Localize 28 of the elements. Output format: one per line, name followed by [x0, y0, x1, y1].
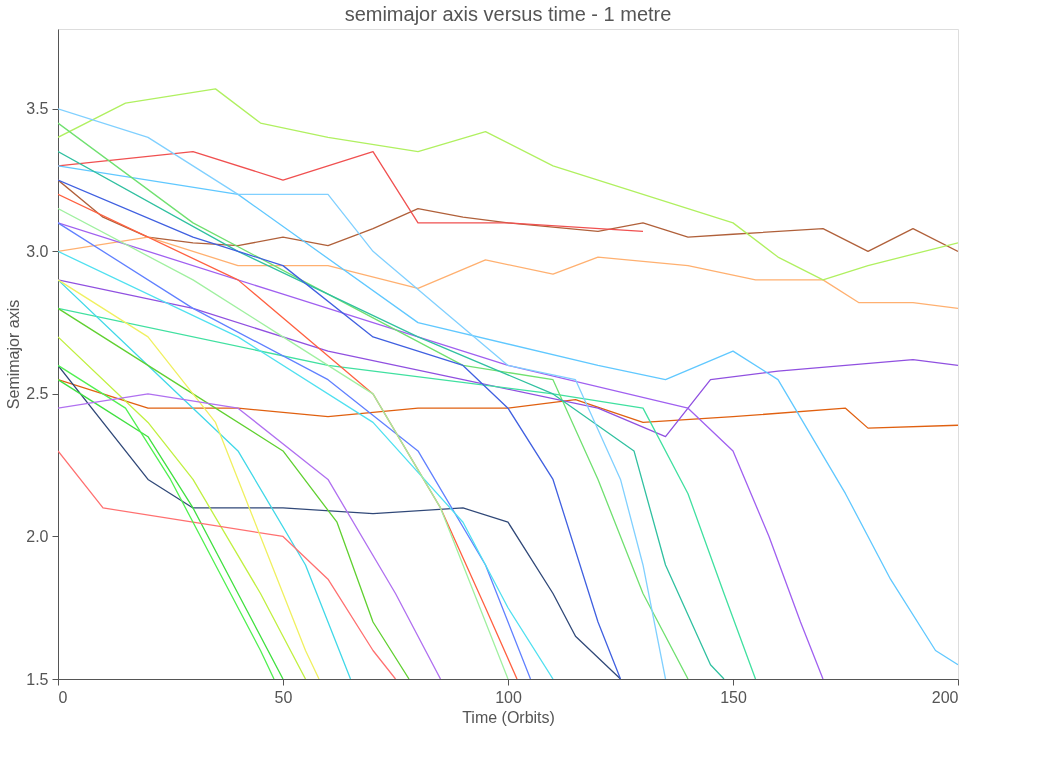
- line-series: [58, 236, 958, 310]
- line-series: [58, 336, 307, 679]
- x-tick-label: 0: [58, 688, 68, 706]
- line-series: [58, 379, 958, 429]
- line-series: [58, 150, 644, 233]
- x-tick-label: 200: [931, 688, 959, 706]
- line-series: [58, 165, 958, 666]
- x-tick-label: 50: [274, 688, 293, 706]
- line-series: [58, 222, 824, 679]
- x-tick-label: 100: [495, 688, 522, 706]
- y-tick-label: 2.5: [26, 385, 49, 403]
- x-tick-label: 150: [720, 688, 747, 706]
- line-series: [58, 307, 410, 679]
- line-series: [58, 450, 397, 679]
- y-axis-title: Semimajor axis: [5, 299, 23, 410]
- chart-title: semimajor axis versus time - 1 metre: [344, 3, 672, 25]
- line-series: [58, 179, 622, 679]
- y-tick-label: 1.5: [26, 670, 49, 688]
- line-series: [58, 279, 958, 438]
- y-tick-label: 3.5: [26, 100, 49, 118]
- line-series: [58, 307, 757, 679]
- x-axis-title: Time (Orbits): [462, 708, 555, 726]
- y-tick-label: 3.0: [26, 242, 49, 260]
- line-series: [58, 393, 442, 679]
- y-tick-label: 2.0: [26, 527, 49, 545]
- line-series: [58, 88, 958, 281]
- line-series: [58, 179, 958, 253]
- line-series: [58, 364, 622, 679]
